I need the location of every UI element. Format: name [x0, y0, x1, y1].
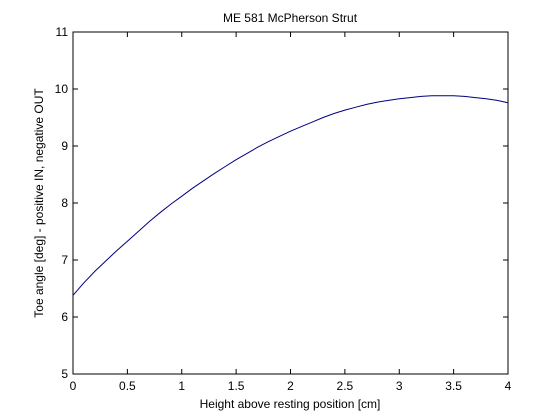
- x-tick-label: 2: [287, 379, 294, 393]
- y-tick-label: 10: [55, 82, 69, 96]
- x-tick-label: 2.5: [337, 379, 354, 393]
- x-tick-label: 3.5: [445, 379, 462, 393]
- y-tick-label: 5: [61, 367, 68, 381]
- tick-marks: [72, 31, 509, 375]
- y-tick-label: 8: [61, 196, 68, 210]
- x-tick-labels: 0 0.5 1 1.5 2 2.5 3 3.5 4: [70, 379, 512, 393]
- chart-title: ME 581 McPherson Strut: [223, 11, 358, 25]
- x-tick-label: 0: [70, 379, 77, 393]
- axes-frame: [72, 31, 509, 375]
- x-tick-label: 0.5: [119, 379, 136, 393]
- x-tick-label: 3: [396, 379, 403, 393]
- x-tick-label: 1.5: [228, 379, 245, 393]
- y-tick-label: 7: [61, 253, 68, 267]
- x-axis-label: Height above resting position [cm]: [200, 397, 381, 411]
- series-line: [72, 95, 509, 296]
- x-tick-label: 4: [505, 379, 512, 393]
- y-tick-label: 11: [56, 25, 69, 39]
- y-tick-label: 9: [61, 139, 68, 153]
- y-tick-label: 6: [61, 310, 68, 324]
- x-tick-label: 1: [178, 379, 185, 393]
- y-axis-label: Toe angle [deg] - positive IN, negative …: [32, 88, 46, 318]
- y-tick-labels: 5 6 7 8 9 10 11: [55, 25, 69, 381]
